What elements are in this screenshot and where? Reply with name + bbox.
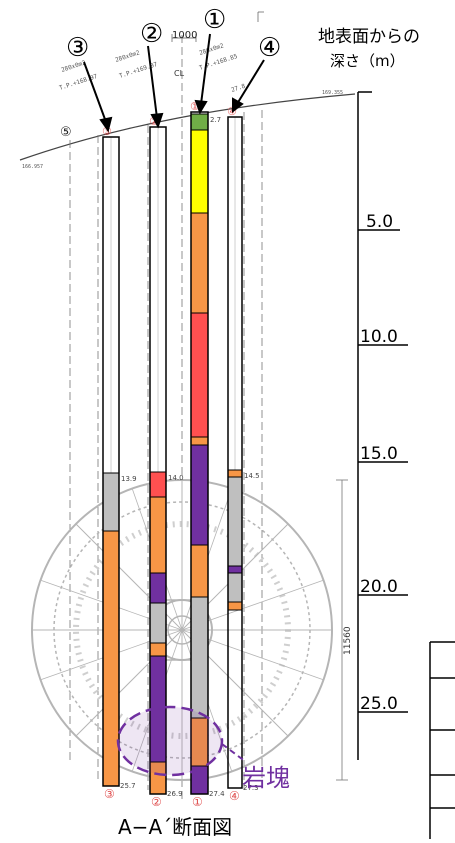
borehole-4: 14.527.3④④ [227, 105, 260, 803]
marker-five: ⑤ [60, 125, 72, 140]
borehole-2: 14.0 26.9 ② ② [149, 115, 184, 809]
borehole-1-layer-8 [190, 596, 209, 719]
svg-text:280x0m2: 280x0m2 [114, 49, 141, 64]
marker-2: ② [140, 19, 163, 49]
borehole-4-layer-2 [227, 476, 243, 567]
rock-mass-label: 岩塊 [242, 764, 290, 792]
borehole-1-layer-3 [190, 212, 209, 314]
depth-tick-15: 15.0 [360, 444, 398, 464]
borehole-2-layer-4 [149, 602, 167, 644]
marker-arrows [83, 33, 265, 133]
borehole-1-top-label: ① [190, 100, 200, 113]
borehole-2-layer-3 [149, 572, 167, 604]
dim-1000: 1000 [172, 30, 197, 41]
borehole-2-top-label: ② [149, 115, 159, 128]
surface-elev-left: 166.957 [22, 164, 43, 170]
ground-surface-line [19, 93, 356, 161]
borehole-1-layer-5 [190, 436, 209, 446]
cl-label: CL [174, 69, 185, 78]
leader-dims [171, 11, 264, 42]
borehole-1-bottom-label: ① [192, 795, 203, 809]
surface-elev-right: 169.355 [322, 90, 343, 96]
borehole-3-depth-bottom: 25.7 [120, 782, 136, 790]
depth-title-line2: 深さ（m） [330, 52, 405, 70]
marker-4: ④ [258, 33, 281, 63]
marker-3: ③ [66, 33, 89, 63]
borehole-1-layer-4 [190, 312, 209, 438]
depth-axis [357, 91, 408, 760]
borehole-1: 2.7 27.4 ① ① [190, 100, 225, 809]
borehole-3-layer-1 [102, 472, 120, 532]
borehole-3-depth-top: 13.9 [121, 475, 137, 483]
dashed-guides [69, 35, 263, 800]
borehole-3-bottom-label: ③ [104, 787, 115, 801]
rock-mass-outline [116, 705, 247, 777]
borehole-1-layer-1 [190, 113, 209, 131]
borehole-2-depth-bottom: 26.9 [167, 790, 183, 798]
depth-tick-20: 20.0 [360, 577, 398, 597]
tunnel-dimension [336, 479, 348, 781]
svg-text:27.8: 27.8 [230, 83, 246, 94]
borehole-4-depth-top: 14.5 [244, 472, 260, 480]
borehole-markers: ③ ② ① ④ [66, 5, 281, 63]
tunnel-width-label: 11560 [343, 626, 353, 655]
svg-text:T.P.+168.97: T.P.+168.97 [58, 73, 98, 92]
borehole-4-depth-bottom: 27.3 [243, 784, 259, 792]
borehole-2-bottom-label: ② [151, 795, 162, 809]
borehole-4-bottom-label: ④ [229, 789, 240, 803]
borehole-3-outline [102, 136, 120, 787]
section-title: A−A´断面図 [118, 815, 232, 839]
borehole-2-layer-2 [149, 496, 167, 574]
borehole-2-layer-1 [149, 471, 167, 498]
depth-tick-10: 10.0 [360, 327, 398, 347]
borehole-2-depth-top: 14.0 [168, 474, 184, 482]
borehole-1-layer-6 [190, 444, 209, 546]
borehole-3-top-label: ③ [102, 125, 112, 138]
marker-1: ① [203, 5, 226, 35]
depth-tick-5: 5.0 [366, 212, 393, 232]
svg-text:280x0m2: 280x0m2 [198, 42, 225, 57]
borehole-4-layer-1 [227, 469, 243, 478]
borehole-1-depth-bottom: 27.4 [209, 790, 225, 798]
borehole-3: 13.9 25.7 ③ ③ [102, 125, 137, 801]
borehole-4-layer-4 [227, 572, 243, 603]
depth-title-line1: 地表面からの [318, 27, 420, 47]
borehole-1-depth-top: 2.7 [210, 116, 221, 124]
borehole-4-outline [227, 116, 243, 789]
borehole-2-layer-5 [149, 642, 167, 657]
borehole-4-layer-5 [227, 601, 243, 611]
legend-table-fragment [429, 641, 455, 839]
depth-tick-25: 25.0 [360, 694, 398, 714]
borehole-1-layer-2 [190, 129, 209, 214]
borehole-4-layer-3 [227, 565, 243, 574]
borehole-3-layer-2 [102, 530, 120, 787]
borehole-1-layer-7 [190, 544, 209, 598]
